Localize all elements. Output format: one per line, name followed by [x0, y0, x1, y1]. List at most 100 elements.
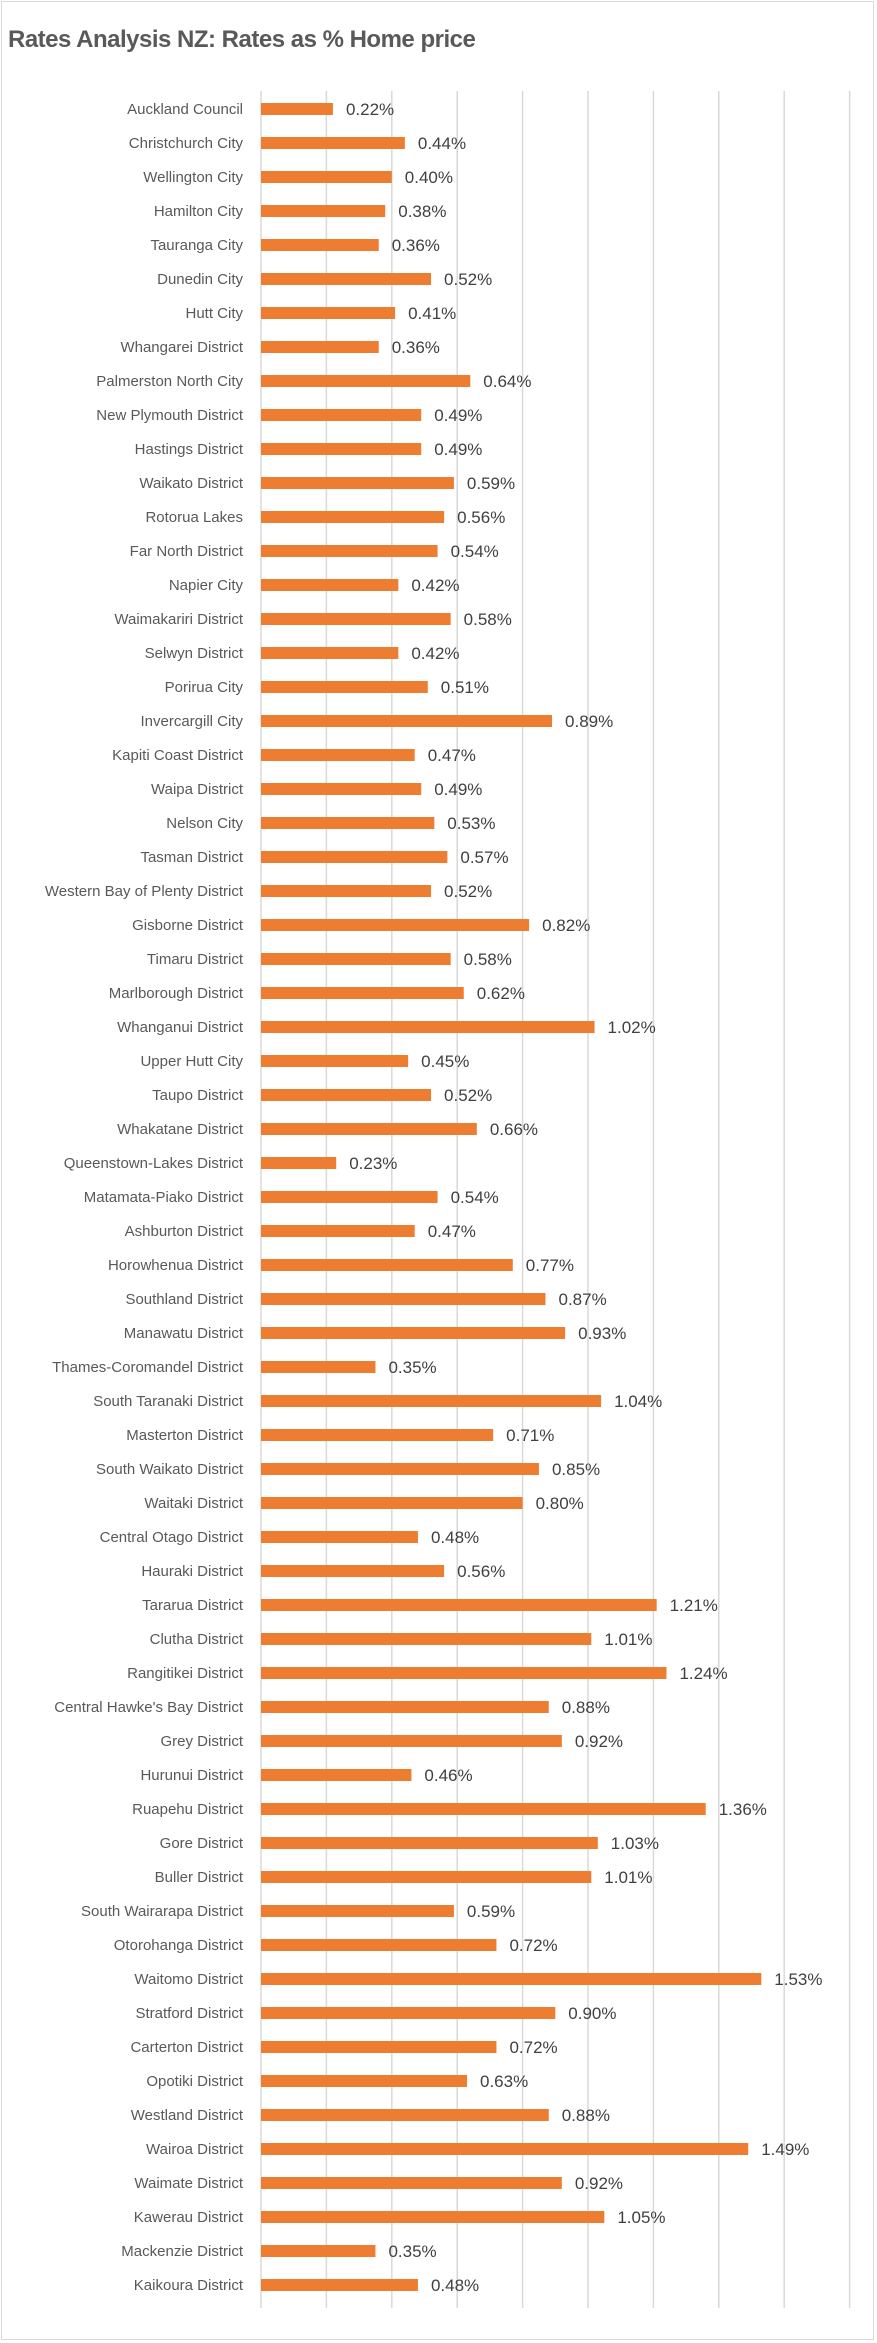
value-label: 0.90% [568, 2004, 616, 2023]
value-label: 0.23% [349, 1154, 397, 1173]
bar [261, 2279, 418, 2291]
category-label: Ruapehu District [132, 1801, 244, 1818]
value-label: 0.44% [418, 134, 466, 153]
bar [261, 545, 438, 557]
bar [261, 1599, 657, 1611]
category-label: Hauraki District [141, 1563, 244, 1580]
value-label: 1.05% [617, 2208, 665, 2227]
bar [261, 1395, 602, 1407]
value-label: 0.87% [558, 1290, 606, 1309]
category-label: Waimate District [134, 2175, 243, 2192]
category-label: Marlborough District [109, 985, 244, 1002]
category-label: Hamilton City [154, 203, 244, 220]
value-label: 0.62% [477, 984, 525, 1003]
bar [261, 1327, 566, 1339]
category-label: Dunedin City [157, 271, 243, 288]
category-label: Masterton District [126, 1427, 244, 1444]
bar [261, 1905, 454, 1917]
category-label: Rangitikei District [127, 1665, 244, 1682]
category-label: Matamata-Piako District [84, 1189, 244, 1206]
value-label: 0.66% [490, 1120, 538, 1139]
value-label: 0.35% [388, 2242, 436, 2261]
bar [261, 273, 432, 285]
value-label: 0.72% [509, 1936, 557, 1955]
value-label: 0.58% [464, 950, 512, 969]
value-label: 0.51% [441, 678, 489, 697]
bar [261, 1871, 592, 1883]
category-label: Tauranga City [150, 237, 243, 254]
bar [261, 1429, 494, 1441]
value-label: 0.85% [552, 1460, 600, 1479]
value-label: 0.71% [506, 1426, 554, 1445]
value-label: 1.21% [670, 1596, 718, 1615]
value-label: 0.64% [483, 372, 531, 391]
value-label: 0.41% [408, 304, 456, 323]
category-label: Whangarei District [120, 339, 243, 356]
bar [261, 1633, 592, 1645]
value-label: 1.24% [679, 1664, 727, 1683]
value-label: 0.45% [421, 1052, 469, 1071]
bar [261, 205, 386, 217]
category-label: Ashburton District [125, 1223, 244, 1240]
bar [261, 307, 396, 319]
value-label: 0.63% [480, 2072, 528, 2091]
bar [261, 2211, 605, 2223]
value-label: 1.01% [604, 1868, 652, 1887]
category-label: Hutt City [185, 305, 243, 322]
value-label: 0.58% [464, 610, 512, 629]
category-label: South Taranaki District [93, 1393, 244, 1410]
category-label: Hurunui District [140, 1767, 243, 1784]
bar [261, 885, 432, 897]
category-label: South Waikato District [96, 1461, 244, 1478]
value-label: 0.88% [562, 1698, 610, 1717]
category-label: Stratford District [135, 2005, 243, 2022]
category-label: Gore District [160, 1835, 244, 1852]
value-label: 0.52% [444, 882, 492, 901]
value-label: 0.22% [346, 100, 394, 119]
bar [261, 2143, 749, 2155]
value-label: 0.35% [388, 1358, 436, 1377]
category-label: Rotorua Lakes [145, 509, 243, 526]
bar [261, 987, 464, 999]
bar [261, 919, 530, 931]
value-label: 0.77% [526, 1256, 574, 1275]
category-label: Wairoa District [146, 2141, 244, 2158]
category-label: Wellington City [143, 169, 243, 186]
category-label: Waimakariri District [114, 611, 243, 628]
category-label: Whakatane District [117, 1121, 244, 1138]
bar [261, 647, 399, 659]
bar [261, 2075, 468, 2087]
chart-title: Rates Analysis NZ: Rates as % Home price [8, 26, 476, 53]
category-label: Carterton District [130, 2039, 243, 2056]
bar [261, 1939, 497, 1951]
value-label: 1.01% [604, 1630, 652, 1649]
bar [261, 1225, 415, 1237]
bar [261, 409, 422, 421]
bar [261, 171, 392, 183]
bar [261, 851, 448, 863]
bar [261, 1837, 598, 1849]
category-label: Nelson City [166, 815, 243, 832]
bar [261, 1769, 412, 1781]
category-label: Tararua District [142, 1597, 244, 1614]
value-label: 0.42% [411, 576, 459, 595]
bar [261, 1667, 667, 1679]
value-label: 0.46% [424, 1766, 472, 1785]
bar [261, 1531, 418, 1543]
bar [261, 103, 333, 115]
bar [261, 953, 451, 965]
bar [261, 681, 428, 693]
bar [261, 1157, 337, 1169]
value-label: 0.47% [428, 746, 476, 765]
value-label: 0.38% [398, 202, 446, 221]
value-label: 0.82% [542, 916, 590, 935]
value-label: 1.04% [614, 1392, 662, 1411]
value-label: 0.52% [444, 1086, 492, 1105]
category-label: Kapiti Coast District [112, 747, 244, 764]
category-label: Tasman District [140, 849, 243, 866]
category-label: Southland District [125, 1291, 243, 1308]
value-label: 0.42% [411, 644, 459, 663]
value-label: 0.56% [457, 1562, 505, 1581]
category-label: Buller District [155, 1869, 244, 1886]
